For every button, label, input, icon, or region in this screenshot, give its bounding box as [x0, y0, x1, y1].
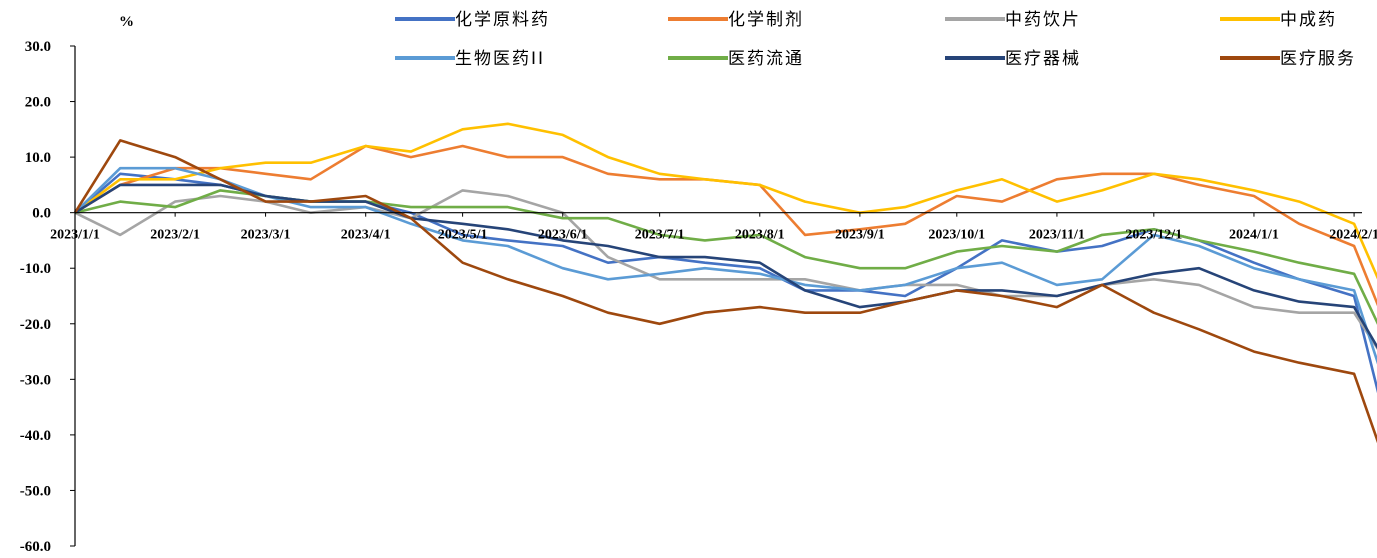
- y-tick-label: -20.0: [20, 317, 51, 333]
- y-tick-label: -30.0: [20, 372, 51, 388]
- x-axis-ticks: 2023/1/1 2023/2/1 2023/3/1 2023/4/1 2023/5/1…: [50, 212, 1377, 243]
- legend-label: 医药流通: [728, 49, 804, 69]
- x-tick-label: 2023/5/1: [438, 228, 488, 243]
- series-line: [74, 172, 1377, 394]
- x-tick-label: 2023/6/1: [538, 228, 588, 243]
- x-tick-label: 2023/11/1: [1029, 228, 1085, 243]
- series-lines: [73, 122, 1377, 444]
- x-tick-label: 2023/8/1: [735, 228, 785, 243]
- y-tick-label: 20.0: [25, 95, 51, 111]
- y-tick-label: -10.0: [20, 261, 51, 277]
- legend-label: 中药饮片: [1005, 10, 1081, 30]
- y-tick-label: 30.0: [25, 39, 51, 55]
- y-axis-ticks: 30.0 20.0 10.0 0.0 -10.0 -20.0 -30.0 -40.0 -50.0…: [20, 39, 75, 555]
- x-tick-label: 2023/3/1: [241, 228, 291, 243]
- legend-label: 生物医药II: [455, 49, 545, 69]
- x-tick-label: 2023/2/1: [150, 228, 200, 243]
- x-tick-label: 2024/1/1: [1229, 228, 1279, 243]
- x-tick-label: 2024/2/1: [1329, 228, 1377, 243]
- x-tick-label: 2023/1/1: [50, 228, 100, 243]
- y-tick-label: 0.0: [32, 206, 51, 222]
- x-tick-label: 2023/7/1: [635, 228, 685, 243]
- x-tick-label: 2023/9/1: [835, 228, 885, 243]
- legend-label: 中成药: [1280, 10, 1337, 30]
- y-tick-label: -50.0: [20, 483, 51, 499]
- y-tick-label: -60.0: [20, 539, 51, 555]
- x-tick-label: 2023/10/1: [928, 228, 985, 243]
- legend-label: 医疗服务: [1280, 49, 1356, 69]
- series-line: [74, 122, 1377, 280]
- y-tick-label: 10.0: [25, 150, 51, 166]
- legend-label: 化学制剂: [728, 10, 804, 30]
- series-line: [74, 189, 1377, 351]
- series-line: [74, 166, 1377, 365]
- series-line: [74, 144, 1377, 307]
- legend-label: 医疗器械: [1005, 49, 1081, 69]
- legend-label: 化学原料药: [455, 10, 550, 30]
- x-tick-label: 2023/12/1: [1125, 228, 1182, 243]
- y-tick-label: -40.0: [20, 428, 51, 444]
- series-line: [73, 139, 1377, 444]
- y-axis-unit-label: %: [119, 14, 134, 30]
- x-tick-label: 2023/4/1: [341, 228, 391, 243]
